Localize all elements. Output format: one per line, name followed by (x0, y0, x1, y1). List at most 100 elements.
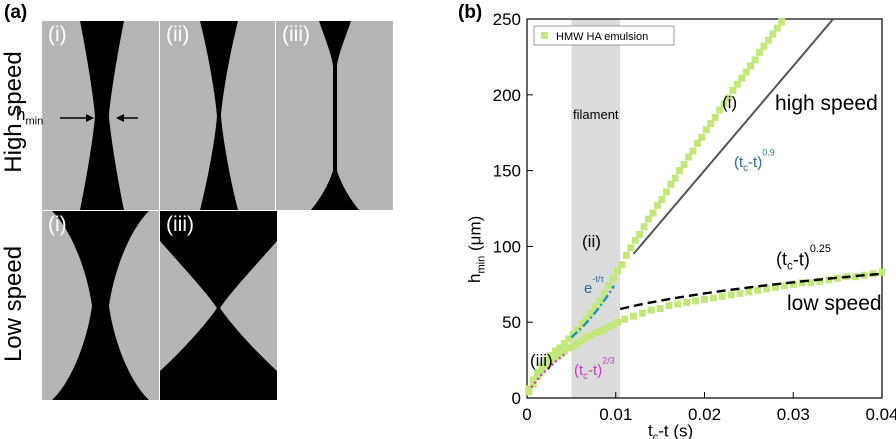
x-tick-label: 0.04 (865, 405, 896, 424)
droplet-neck-broad (42, 211, 159, 400)
y-axis-label-part: min (475, 256, 487, 274)
hmin-arrows-icon (60, 114, 138, 122)
high-speed-label: high speed (775, 92, 878, 115)
low-speed-point (621, 315, 629, 323)
low-speed-point (578, 336, 586, 344)
low-speed-point (727, 291, 735, 299)
high-speed-point (556, 344, 564, 352)
fit-label-0.9-part: -t) (748, 154, 762, 171)
high-speed-point (667, 180, 675, 188)
high-speed-point (574, 326, 582, 334)
high-speed-point (676, 167, 684, 175)
high-speed-point (605, 282, 613, 290)
y-axis-label-part: (μm) (465, 216, 484, 256)
fit-label-0.25: (tc-t)0.25 (776, 243, 831, 273)
high-speed-point (702, 126, 710, 134)
panel-b-label: (b) (458, 2, 483, 23)
high-speed-point (769, 30, 777, 38)
fit-line-powerlaw-0.9 (632, 18, 834, 255)
high-speed-point (551, 347, 559, 355)
x-tick-label: 0.03 (777, 405, 810, 424)
frame-label: (i) (48, 23, 67, 46)
high-speed-point (529, 376, 537, 384)
fit-line-exponential (570, 285, 616, 339)
panel-a-label: (a) (4, 2, 28, 23)
fit-label-0.25-part: -t) (793, 250, 810, 270)
high-speed-point (760, 42, 768, 50)
high-speed-point (751, 56, 759, 64)
x-axis-label-part: -t (s) (658, 421, 693, 439)
high-speed-point (778, 18, 786, 26)
low-speed-point (665, 302, 673, 310)
high-speed-point (658, 195, 666, 203)
low-speed-point (816, 277, 824, 285)
low-speed-point (878, 268, 886, 276)
low-speed-point (551, 353, 559, 361)
fit-label-2/3-part: c (583, 371, 588, 382)
y-axis-label-part: h (465, 274, 484, 283)
y-tick-label: 150 (493, 162, 521, 181)
low-speed-point (609, 321, 617, 329)
fit-label-2/3: (tc-t)2/3 (574, 356, 615, 382)
high-speed-point (707, 120, 715, 128)
high-speed-point (724, 94, 732, 102)
high-speed-point (645, 215, 653, 223)
low-speed-point (630, 312, 637, 320)
y-tick-label: 0 (512, 389, 521, 408)
high-speed-point (609, 274, 617, 282)
low-speed-point (692, 297, 700, 305)
fit-label-2/3-part: 2/3 (602, 356, 615, 366)
high-speed-point (756, 48, 764, 56)
x-tick-label: 0 (522, 405, 531, 424)
x-axis-label-part: c (653, 431, 659, 439)
low-speed-point (736, 289, 744, 297)
low-speed-point (614, 318, 622, 326)
low-speed-point (763, 285, 771, 293)
low-speed-point (529, 380, 537, 388)
low-speed-point (591, 329, 599, 337)
high-speed-point (538, 362, 546, 370)
high-speed-point (742, 68, 750, 76)
fit-label-0.25-part: c (787, 260, 793, 273)
low-speed-point (538, 367, 546, 375)
frame-high-i: (i) (42, 21, 159, 210)
high-speed-point (565, 335, 573, 343)
high-speed-point (582, 315, 590, 323)
high-speed-point (671, 174, 679, 182)
high-speed-point (685, 153, 693, 161)
regime-label-iii: (iii) (530, 351, 553, 370)
high-speed-point (720, 100, 728, 108)
legend-box (533, 25, 675, 46)
fit-label-2/3-part: (t (574, 362, 584, 379)
low-speed-point (569, 342, 577, 350)
low-speed-point (605, 323, 613, 331)
fit-label-exp-part: -t/τ (592, 274, 604, 284)
low-speed-point (525, 388, 533, 396)
regime-label-i: (i) (722, 93, 737, 112)
high-speed-point (773, 24, 781, 32)
low-speed-point (834, 274, 842, 282)
low-speed-point (547, 358, 555, 366)
high-speed-point (578, 320, 586, 328)
x-tick-label: 0.01 (599, 405, 632, 424)
fit-label-2/3-part: -t) (588, 362, 602, 379)
high-speed-point (680, 161, 688, 169)
high-speed-point (534, 368, 542, 376)
fit-line-powerlaw-0.25 (619, 272, 883, 311)
droplet-neck-broad (80, 21, 124, 210)
low-speed-point (596, 327, 604, 335)
frame-label: (i) (48, 213, 67, 236)
droplet-neck-thin (200, 21, 238, 210)
high-speed-point (622, 251, 630, 259)
regime-label-ii: (ii) (582, 232, 601, 251)
low-speed-point (638, 309, 646, 317)
high-speed-point (587, 309, 595, 317)
legend-label: HMW HA emulsion (556, 31, 648, 43)
high-speed-point (631, 236, 639, 244)
low-speed-point (574, 339, 582, 347)
low-speed-point (560, 347, 568, 355)
high-speed-point (596, 297, 604, 305)
fit-label-0.9-part: (t (734, 154, 744, 171)
low-speed-point (754, 286, 762, 294)
low-speed-point (647, 306, 655, 314)
